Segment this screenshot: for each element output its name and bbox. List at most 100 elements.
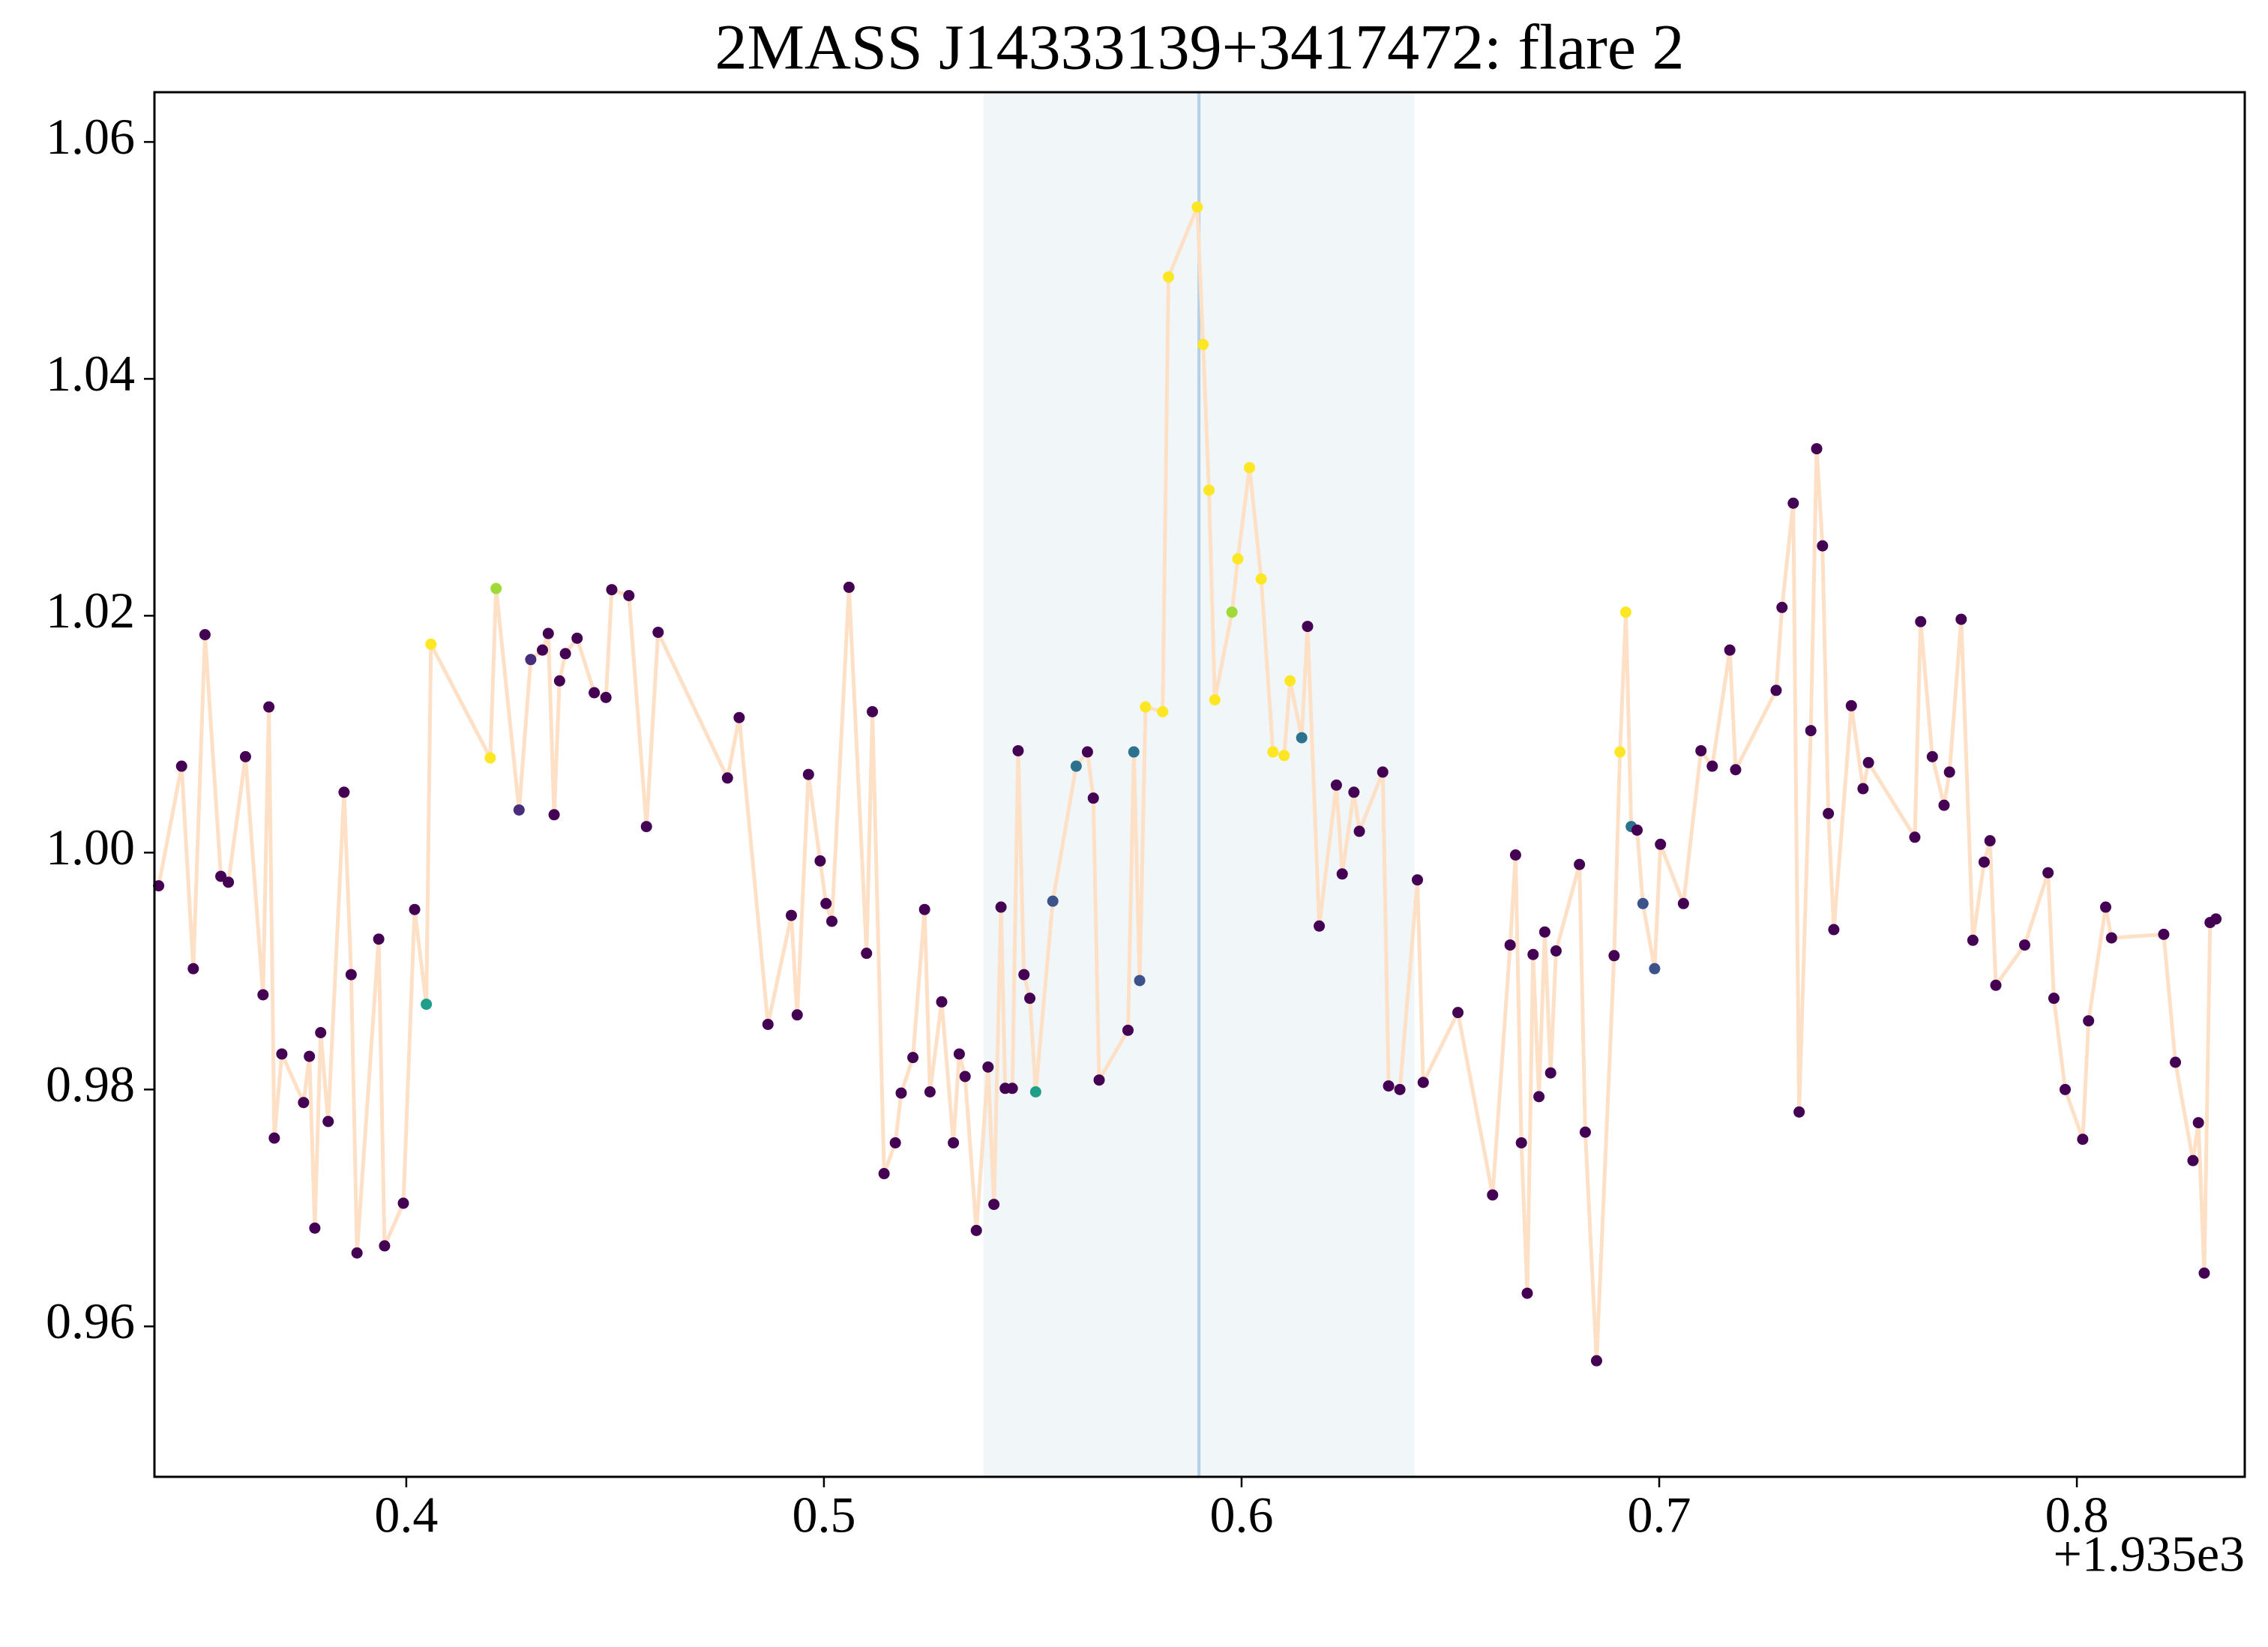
data-point: [1336, 868, 1348, 880]
data-point: [1267, 746, 1279, 758]
data-point: [1637, 897, 1649, 909]
data-point: [1823, 807, 1835, 819]
data-point: [2042, 867, 2054, 879]
data-point: [1817, 540, 1829, 552]
data-point: [1544, 1067, 1556, 1079]
data-point: [1232, 553, 1244, 565]
data-point: [1538, 926, 1550, 938]
data-point: [571, 632, 583, 644]
data-point: [223, 876, 235, 888]
data-point: [379, 1240, 391, 1252]
data-point: [1255, 573, 1267, 585]
data-point: [1938, 799, 1950, 811]
data-point: [1006, 1083, 1018, 1095]
y-tick-label: 1.06: [46, 108, 135, 165]
y-tick-label: 0.98: [46, 1056, 135, 1112]
data-point: [2158, 928, 2170, 940]
data-point: [1984, 835, 1996, 847]
x-tick-label: 0.4: [374, 1487, 438, 1544]
data-point: [814, 855, 826, 867]
data-point: [1978, 856, 1990, 868]
data-point: [1163, 271, 1175, 283]
data-point: [640, 821, 652, 833]
data-point: [1909, 831, 1921, 843]
data-point: [345, 969, 357, 981]
data-point: [1296, 732, 1308, 744]
data-point: [1417, 1077, 1429, 1089]
data-point: [2048, 993, 2060, 1005]
data-point: [1695, 744, 1707, 756]
data-point: [484, 752, 496, 764]
y-tick-label: 1.04: [46, 345, 135, 402]
data-point: [733, 711, 745, 723]
data-point: [215, 870, 227, 882]
data-point: [1521, 1287, 1533, 1299]
data-point: [315, 1027, 327, 1039]
data-point: [276, 1048, 288, 1060]
data-point: [153, 880, 165, 892]
data-point: [867, 705, 879, 717]
data-point: [652, 626, 664, 638]
data-point: [536, 644, 548, 656]
data-point: [2105, 932, 2117, 944]
data-point: [1631, 824, 1643, 836]
data-point: [2198, 1267, 2210, 1279]
data-point: [1706, 760, 1718, 772]
chart-title: 2MASS J14333139+3417472: flare 2: [715, 11, 1684, 83]
data-point: [1649, 963, 1661, 975]
data-point: [1302, 621, 1314, 633]
data-point: [2018, 939, 2030, 951]
x-offset-label: +1.935e3: [2053, 1526, 2245, 1583]
data-point: [1533, 1091, 1545, 1103]
data-point: [959, 1071, 971, 1083]
data-point: [1862, 756, 1874, 768]
data-point: [988, 1199, 1000, 1211]
data-point: [1284, 675, 1296, 687]
data-point: [1093, 1074, 1105, 1086]
data-point: [791, 1009, 803, 1021]
data-point: [918, 903, 930, 915]
data-point: [2083, 1015, 2095, 1027]
data-point: [1018, 969, 1030, 981]
data-point: [1197, 339, 1209, 351]
data-point: [548, 809, 560, 821]
data-point: [623, 589, 635, 601]
data-point: [1140, 701, 1152, 713]
data-point: [425, 638, 437, 650]
y-tick-label: 1.02: [46, 582, 135, 639]
data-point: [2059, 1083, 2071, 1095]
data-point: [1128, 746, 1140, 758]
data-point: [1226, 606, 1238, 618]
data-point: [2077, 1133, 2089, 1145]
data-point: [2192, 1117, 2204, 1129]
data-point: [268, 1132, 280, 1144]
data-point: [1029, 1086, 1041, 1098]
data-point: [1990, 979, 2002, 991]
data-point: [1527, 948, 1539, 960]
data-point: [924, 1086, 936, 1098]
data-point: [589, 687, 601, 699]
data-point: [1805, 725, 1817, 737]
data-point: [1619, 606, 1631, 618]
x-tick-label: 0.7: [1628, 1487, 1691, 1544]
data-point: [1828, 924, 1840, 936]
y-tick-label: 1.00: [46, 819, 135, 876]
data-point: [322, 1115, 334, 1127]
data-point: [1677, 897, 1689, 909]
data-point: [1776, 601, 1788, 613]
x-tick-label: 0.8: [2045, 1487, 2109, 1544]
data-point: [1377, 766, 1389, 778]
data-point: [843, 581, 855, 593]
data-point: [802, 768, 814, 780]
data-point: [1770, 684, 1782, 696]
data-point: [895, 1087, 907, 1099]
data-point: [421, 999, 433, 1011]
data-point: [1845, 699, 1857, 711]
data-point: [542, 627, 554, 639]
data-point: [304, 1050, 316, 1062]
data-point: [606, 584, 618, 596]
data-point: [982, 1061, 994, 1073]
data-point: [1191, 201, 1203, 213]
